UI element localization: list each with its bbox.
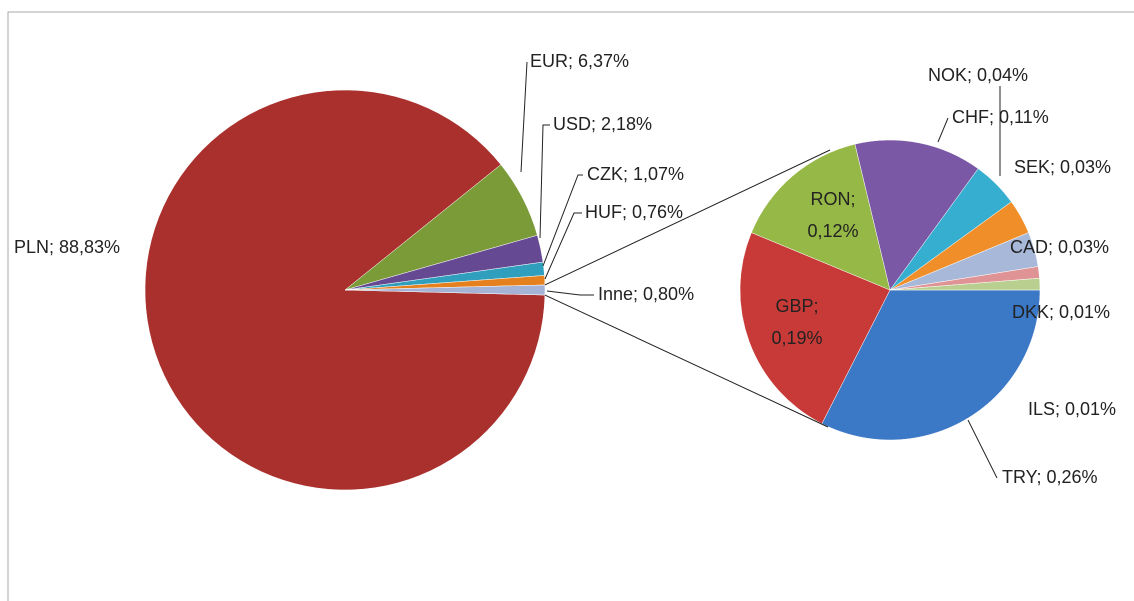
pie-slice [344,284,546,296]
data-label: Inne; 0,80% [598,284,694,304]
leader-line [937,117,949,143]
pie-slice [739,232,891,424]
data-label: TRY; 0,26% [1002,467,1098,487]
connector-line [544,294,829,428]
pie-slice [889,277,1041,291]
data-label: NOK; 0,04% [928,65,1028,85]
data-label-line: 0,12% [807,221,858,241]
pie-slice [854,139,979,291]
pie-slice [821,289,1041,441]
leader-line [546,290,594,296]
pie-slice [751,143,891,291]
leader-line [544,212,582,280]
data-label-line: 0,19% [771,328,822,348]
data-label-line: GBP; [775,296,818,316]
leader-line [539,124,550,239]
data-label: EUR; 6,37% [530,51,629,71]
data-label: PLN; 88,83% [14,237,120,257]
data-label: HUF; 0,76% [585,202,683,222]
leader-line [967,419,998,479]
connector-line [544,149,831,286]
data-label: ILS; 0,01% [1028,399,1116,419]
data-label: CZK; 1,07% [587,164,684,184]
leader-line [520,61,528,173]
data-label: GBP; 0,19% [771,296,822,348]
data-label: CAD; 0,03% [1010,237,1109,257]
leader-line [542,174,583,267]
data-label: SEK; 0,03% [1014,157,1111,177]
data-label: RON; 0,12% [807,189,858,241]
data-label: DKK; 0,01% [1012,302,1110,322]
data-label: USD; 2,18% [553,114,652,134]
data-label-line: RON; [811,189,856,209]
